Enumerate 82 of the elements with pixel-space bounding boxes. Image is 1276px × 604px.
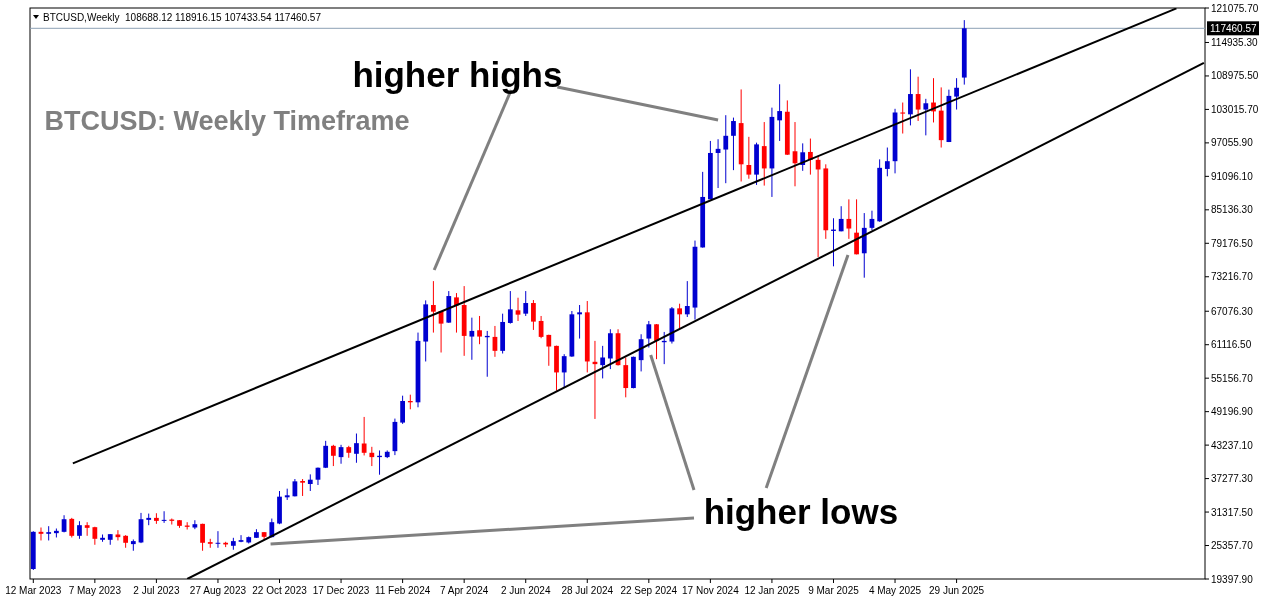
candlestick: [531, 299, 536, 331]
candlestick: [507, 290, 513, 325]
candlestick: [200, 523, 205, 552]
y-tick-label: 91096.10: [1211, 170, 1254, 182]
y-tick-label: 114935.30: [1211, 36, 1258, 48]
candlestick: [846, 198, 852, 240]
y-tick-label: 25357.70: [1211, 540, 1254, 552]
candlestick: [954, 77, 959, 111]
candlestick: [561, 353, 567, 388]
candlestick: [469, 317, 475, 361]
candlestick: [477, 315, 482, 345]
x-tick-label: 27 Aug 2023: [189, 585, 247, 596]
candlestick: [684, 280, 690, 318]
x-tick-label: 2 Jul 2023: [133, 585, 180, 596]
y-tick-label: 49196.90: [1211, 406, 1254, 418]
text: BTCUSD: Weekly Timeframe: [44, 106, 410, 136]
candlestick: [454, 292, 459, 334]
y-tick-label: 121075.70: [1211, 2, 1259, 14]
candlestick: [431, 280, 436, 334]
candlestick: [854, 198, 859, 255]
candlestick: [400, 395, 405, 425]
candlestick: [623, 356, 629, 398]
y-tick-label: 79176.50: [1211, 237, 1254, 249]
candlestick: [908, 68, 913, 126]
candlestick: [354, 433, 359, 464]
y-tick-label: 67076.30: [1211, 305, 1254, 317]
candlestick: [546, 334, 552, 367]
candlestick: [69, 517, 75, 538]
candlestick: [838, 205, 844, 232]
candlestick: [923, 98, 929, 136]
x-tick-label: 17 Dec 2023: [312, 585, 370, 596]
candlestick: [523, 290, 529, 317]
candlestick: [577, 304, 582, 340]
candlestick: [761, 121, 767, 187]
x-tick-label: 2 Jun 2024: [500, 585, 551, 596]
y-tick-label: 31317.50: [1211, 506, 1254, 518]
y-tick-label: 97055.90: [1211, 137, 1254, 149]
y-tick-label: 108975.50: [1211, 70, 1259, 82]
candlestick: [369, 446, 375, 467]
candlestick: [746, 136, 752, 180]
candlestick: [323, 440, 329, 469]
candlestick: [731, 117, 736, 171]
candlestick: [600, 345, 606, 379]
x-tick-label: 12 Jan 2025: [744, 585, 800, 596]
x-tick-label: 9 Mar 2025: [808, 585, 860, 596]
candlestick: [777, 83, 783, 142]
x-tick-label: 17 Nov 2024: [682, 585, 740, 596]
annotation: higher highs: [352, 55, 563, 94]
x-tick-label: 29 Jun 2025: [929, 585, 985, 596]
y-tick-label: 19397.90: [1211, 573, 1254, 585]
candlestick: [677, 303, 682, 330]
y-tick-label: 55156.70: [1211, 372, 1254, 384]
x-tick-label: 22 Sep 2024: [620, 585, 678, 596]
candlestick: [361, 416, 367, 456]
candlestick: [192, 519, 198, 530]
x-tick-label: 12 Mar 2023: [5, 585, 62, 596]
candlestick: [330, 444, 336, 467]
y-tick-label: 61116.50: [1211, 339, 1252, 351]
y-tick-label: 73216.70: [1211, 271, 1254, 283]
candlestick: [638, 333, 644, 372]
candlestick: [238, 534, 244, 543]
ref-line-label: 117460.57: [1210, 22, 1257, 34]
candlestick: [915, 76, 921, 122]
candlestick: [646, 320, 652, 349]
candlestick: [515, 297, 521, 322]
y-tick-label: 103015.70: [1211, 103, 1259, 115]
x-tick-label: 7 Apr 2024: [439, 585, 489, 596]
x-tick-label: 4 May 2025: [868, 585, 922, 596]
candlestick: [723, 114, 729, 184]
x-tick-label: 7 May 2023: [68, 585, 122, 596]
candlestick: [654, 323, 659, 360]
y-tick-label: 85136.30: [1211, 204, 1254, 216]
candlestick: [884, 147, 890, 177]
y-tick-label: 43237.10: [1211, 439, 1254, 451]
candlestick: [115, 529, 121, 541]
annotation: higher lows: [703, 492, 899, 531]
x-tick-label: 28 Jul 2024: [561, 585, 614, 596]
x-tick-label: 11 Feb 2024: [374, 585, 431, 596]
chart-subtitle: BTCUSD,Weekly 108688.12 118916.15 107433.54 117460.57: [43, 12, 322, 23]
y-tick-label: 37277.30: [1211, 473, 1254, 485]
x-tick-label: 22 Oct 2023: [252, 585, 308, 596]
candlestick: [900, 102, 906, 135]
